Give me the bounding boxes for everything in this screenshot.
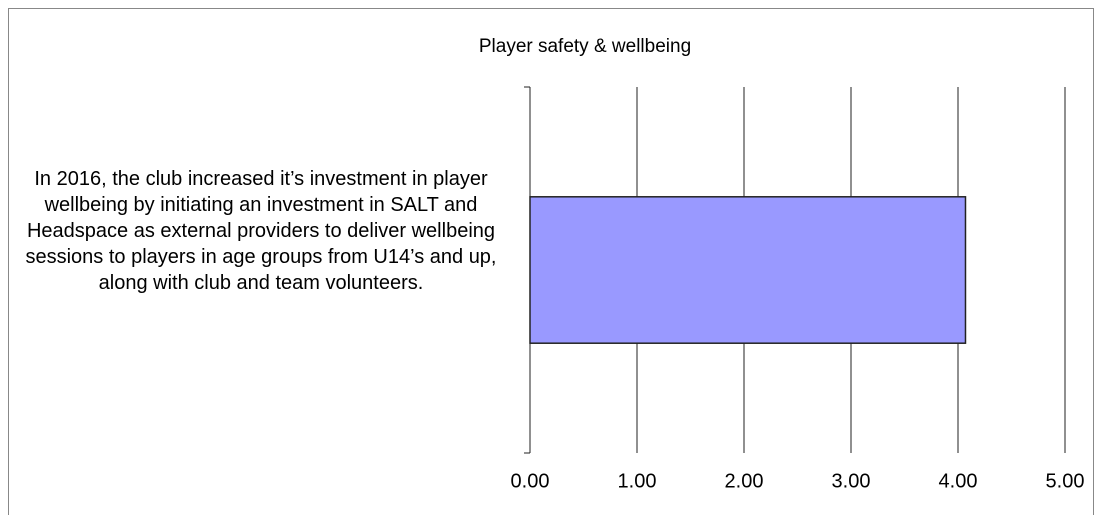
category-label: In 2016, the club increased it’s investm… xyxy=(25,168,497,294)
x-tick-label: 4.00 xyxy=(939,470,978,492)
x-tick-label: 0.00 xyxy=(511,470,550,492)
x-tick-label: 3.00 xyxy=(832,470,871,492)
x-tick-label: 1.00 xyxy=(618,470,657,492)
x-tick-label: 5.00 xyxy=(1046,470,1085,492)
chart-title: Player safety & wellbeing xyxy=(479,36,691,57)
chart-border xyxy=(8,8,1094,515)
bar xyxy=(529,196,967,344)
x-tick-label: 2.00 xyxy=(725,470,764,492)
